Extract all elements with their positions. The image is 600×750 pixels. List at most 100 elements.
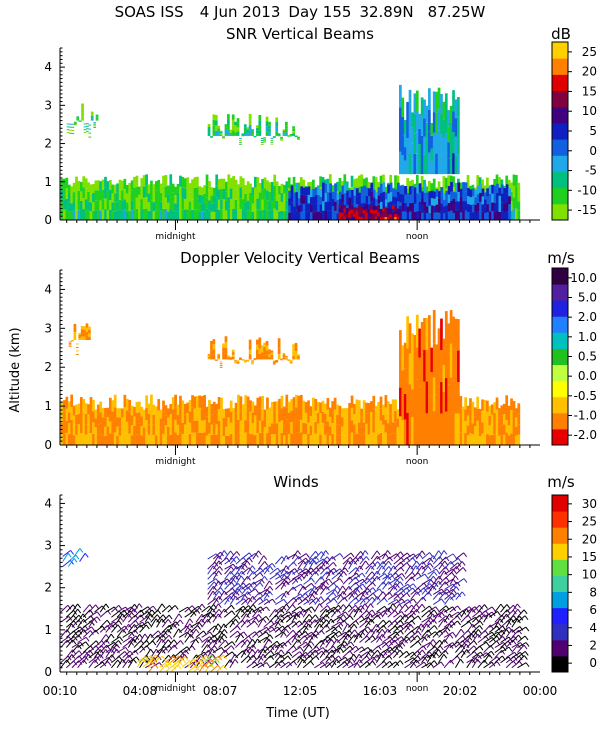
heatmap-cell (368, 196, 371, 205)
heatmap-cell (483, 399, 487, 412)
wind-barb (161, 619, 172, 628)
colorbar-tick-label: 5 (589, 124, 597, 138)
heatmap-cell (421, 191, 424, 199)
wind-barb (173, 619, 184, 628)
heatmap-cell (428, 347, 431, 381)
heatmap-cell (432, 343, 436, 378)
wind-barb (291, 639, 302, 648)
heatmap-cell (421, 198, 424, 206)
heatmap-cell (152, 193, 156, 203)
heatmap-cell (217, 189, 221, 200)
heatmap-cell (101, 426, 105, 436)
heatmap-cell (188, 411, 192, 423)
heatmap-cell (362, 433, 366, 445)
heatmap-cell (418, 386, 422, 416)
heatmap-cell (408, 89, 412, 111)
heatmap-cell (396, 436, 400, 445)
heatmap-cell (454, 318, 458, 351)
heatmap-cell (435, 112, 438, 133)
heatmap-cell (401, 97, 405, 117)
heatmap-cell (118, 199, 122, 210)
wind-barb (111, 624, 122, 633)
heatmap-cell (365, 402, 368, 414)
heatmap-cell (505, 432, 509, 445)
wind-barb (257, 606, 270, 613)
wind-barb (122, 631, 135, 638)
heatmap-cell (333, 409, 337, 422)
heatmap-cell (469, 212, 473, 220)
heatmap-cell (408, 384, 412, 415)
wind-barb (235, 557, 247, 565)
heatmap-cell (507, 415, 511, 426)
wind-barb (275, 598, 288, 605)
heatmap-cell (328, 407, 332, 417)
heatmap-cell (495, 409, 499, 422)
heatmap-cell (442, 391, 446, 419)
heatmap-cell (394, 189, 398, 198)
heatmap-cell (237, 394, 240, 408)
heatmap-cell (517, 182, 521, 193)
heatmap-cell (382, 191, 386, 202)
heatmap-cell (430, 205, 434, 213)
heatmap-cell (430, 198, 434, 206)
heatmap-cell (343, 174, 347, 186)
heatmap-cell (447, 353, 451, 385)
heatmap-cell (138, 423, 141, 435)
heatmap-cell (316, 423, 320, 435)
heatmap-cell (128, 192, 132, 202)
heatmap-cell (288, 205, 291, 213)
heatmap-cell (469, 421, 472, 434)
heatmap-cell (94, 436, 98, 445)
wind-barb (387, 553, 401, 560)
heatmap-cell (411, 143, 414, 159)
heatmap-cell (360, 408, 364, 418)
heatmap-cell (229, 422, 233, 434)
heatmap-cell (355, 216, 359, 220)
heatmap-cell (312, 421, 315, 434)
heatmap-cell (336, 414, 339, 425)
heatmap-cell (89, 433, 93, 445)
heatmap-cell (261, 420, 264, 433)
heatmap-cell (171, 201, 175, 211)
heatmap-cell (162, 433, 165, 445)
heatmap-cell (484, 213, 487, 220)
heatmap-cell (253, 136, 257, 138)
heatmap-cell (207, 356, 211, 359)
heatmap-cell (285, 394, 289, 408)
heatmap-cell (447, 384, 451, 415)
heatmap-cell (133, 176, 136, 188)
heatmap-cell (428, 152, 431, 175)
heatmap-cell (128, 183, 132, 193)
heatmap-cell (183, 414, 187, 425)
heatmap-cell (452, 176, 455, 188)
heatmap-cell (130, 200, 134, 211)
colorbar-swatch (552, 300, 568, 317)
heatmap-cell (270, 423, 274, 435)
heatmap-cell (66, 123, 70, 125)
wind-barb (257, 631, 270, 638)
heatmap-cell (63, 422, 66, 434)
heatmap-cell (198, 395, 202, 408)
heatmap-cell (140, 435, 144, 445)
wind-barb (472, 645, 484, 653)
wind-barb (94, 654, 104, 664)
heatmap-cell (353, 216, 356, 220)
heatmap-cell (455, 192, 458, 202)
heatmap-cell (391, 208, 395, 213)
wind-barb (415, 603, 426, 613)
heatmap-cell (444, 378, 448, 412)
heatmap-cell (348, 424, 351, 435)
heatmap-cell (121, 435, 124, 445)
heatmap-cell (459, 196, 463, 205)
heatmap-cell (505, 175, 509, 187)
heatmap-cell (152, 184, 156, 194)
heatmap-cell (379, 432, 383, 445)
heatmap-cell (86, 125, 89, 127)
wind-barb (393, 598, 406, 605)
heatmap-cell (423, 201, 427, 211)
heatmap-cell (481, 422, 484, 434)
heatmap-cell (391, 212, 395, 217)
heatmap-cell (496, 210, 499, 220)
heatmap-cell (275, 191, 279, 201)
wind-barb (62, 552, 72, 562)
